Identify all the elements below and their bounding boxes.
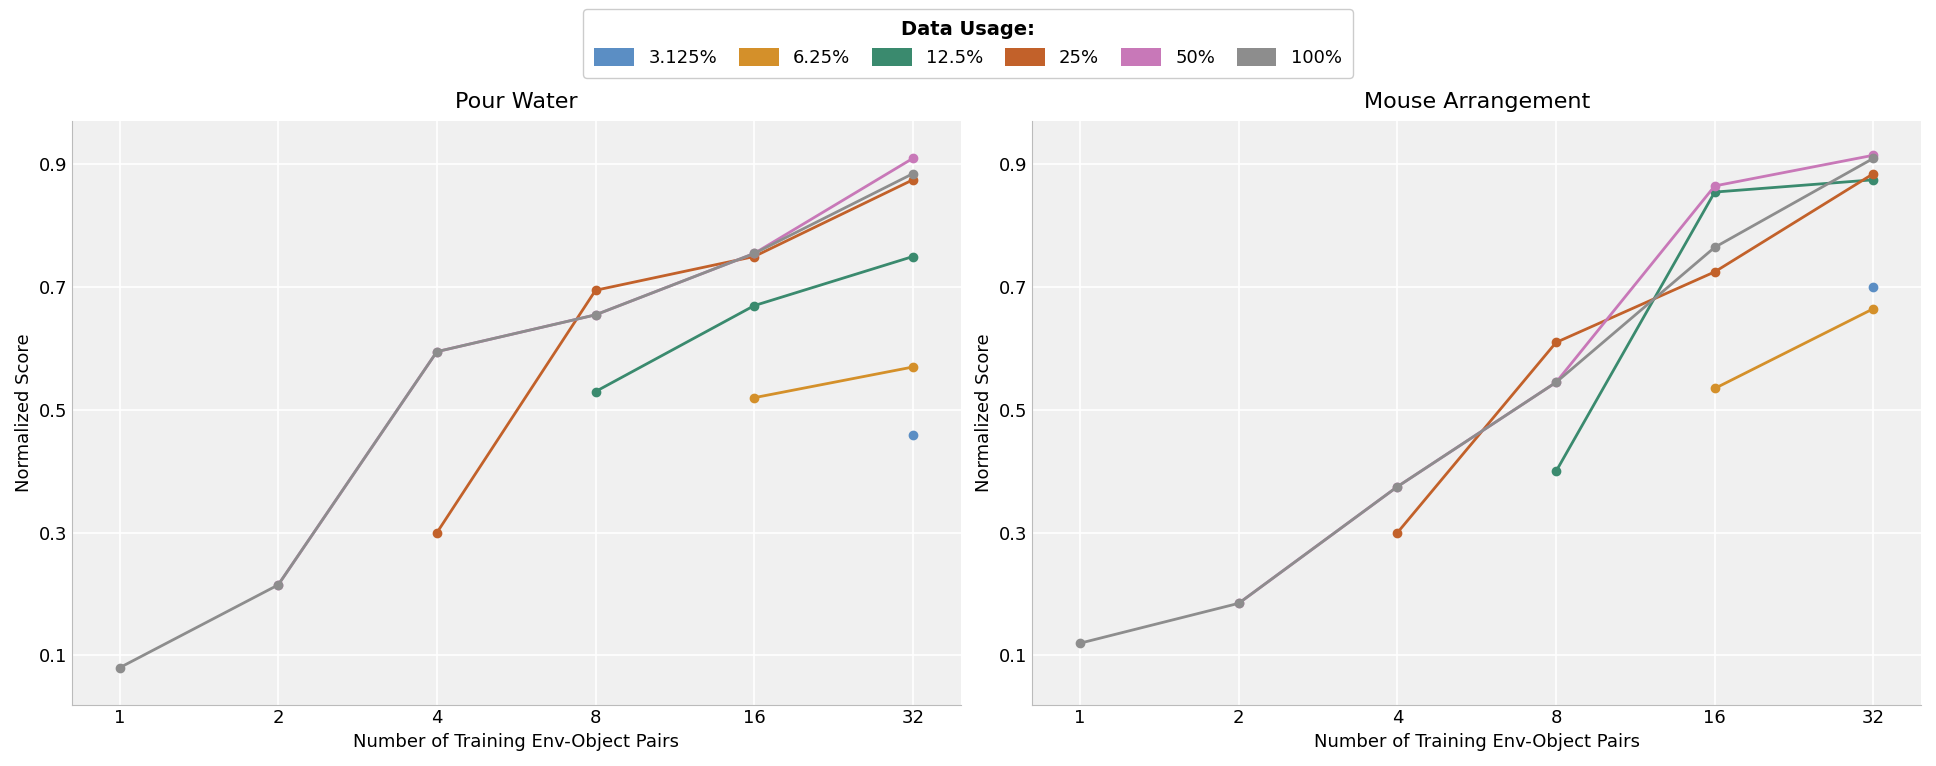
25%: [585, 286, 608, 295]
50%: [902, 154, 925, 163]
Line: 12.5%: 12.5%: [1553, 175, 1878, 476]
100%: [585, 310, 608, 319]
12.5%: [585, 387, 608, 396]
Line: 100%: 100%: [116, 169, 918, 672]
Line: 25%: 25%: [434, 175, 918, 537]
100%: [1386, 482, 1409, 491]
50%: [1545, 378, 1568, 387]
25%: [426, 528, 449, 537]
Line: 50%: 50%: [275, 154, 918, 589]
Y-axis label: Normalized Score: Normalized Score: [15, 334, 33, 493]
6.25%: [1862, 304, 1886, 313]
Line: 100%: 100%: [1076, 154, 1878, 647]
50%: [1704, 182, 1727, 191]
12.5%: [743, 301, 767, 310]
25%: [1545, 338, 1568, 347]
Legend: 3.125%, 6.25%, 12.5%, 25%, 50%, 100%: 3.125%, 6.25%, 12.5%, 25%, 50%, 100%: [583, 9, 1353, 78]
Line: 6.25%: 6.25%: [1711, 305, 1878, 393]
100%: [1545, 378, 1568, 387]
Line: 12.5%: 12.5%: [590, 252, 918, 396]
100%: [108, 663, 132, 673]
Y-axis label: Normalized Score: Normalized Score: [976, 334, 993, 493]
12.5%: [1545, 466, 1568, 476]
6.25%: [902, 362, 925, 372]
100%: [743, 249, 767, 258]
50%: [1862, 151, 1886, 160]
Title: Mouse Arrangement: Mouse Arrangement: [1363, 92, 1589, 112]
X-axis label: Number of Training Env-Object Pairs: Number of Training Env-Object Pairs: [352, 733, 680, 751]
50%: [1227, 599, 1251, 608]
100%: [267, 581, 290, 590]
100%: [1704, 243, 1727, 252]
25%: [1704, 267, 1727, 277]
12.5%: [1862, 175, 1886, 185]
X-axis label: Number of Training Env-Object Pairs: Number of Training Env-Object Pairs: [1315, 733, 1640, 751]
100%: [902, 169, 925, 178]
100%: [1069, 639, 1092, 648]
50%: [743, 249, 767, 258]
50%: [1386, 482, 1409, 491]
100%: [1862, 154, 1886, 163]
Title: Pour Water: Pour Water: [455, 92, 577, 112]
12.5%: [902, 252, 925, 261]
Line: 25%: 25%: [1394, 169, 1878, 537]
50%: [426, 347, 449, 356]
25%: [743, 252, 767, 261]
100%: [426, 347, 449, 356]
Line: 6.25%: 6.25%: [749, 363, 918, 402]
6.25%: [1704, 384, 1727, 393]
12.5%: [1704, 188, 1727, 197]
Line: 50%: 50%: [1235, 151, 1878, 607]
50%: [267, 581, 290, 590]
6.25%: [743, 393, 767, 402]
25%: [1862, 169, 1886, 178]
25%: [1386, 528, 1409, 537]
50%: [585, 310, 608, 319]
100%: [1227, 599, 1251, 608]
25%: [902, 175, 925, 185]
